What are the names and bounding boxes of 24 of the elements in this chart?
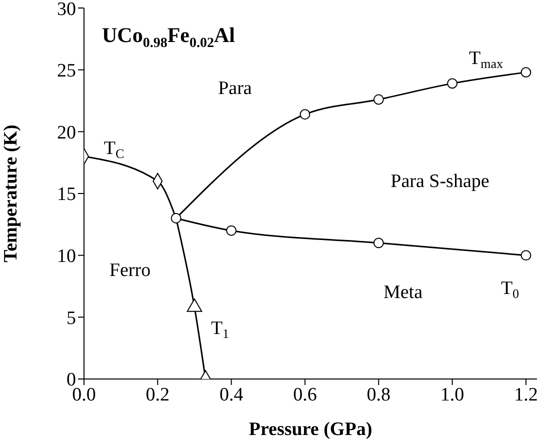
annotation: T$_{max}$	[469, 48, 504, 71]
y-tick-label: 10	[57, 246, 76, 268]
x-tick-label: 1.0	[440, 384, 464, 406]
y-tick-label: 20	[57, 122, 76, 144]
x-tick-label: 0.4	[219, 384, 244, 406]
text: UCo$_{0.98}$Fe$_{0.02}$Al	[102, 23, 236, 51]
y-tick-label: 25	[57, 60, 76, 82]
x-tick-label: 0.6	[293, 384, 317, 406]
x-axis-title: Pressure (GPa)	[248, 419, 372, 440]
annotation: T$_{C}$	[104, 138, 124, 161]
x-tick-label: 1.2	[514, 384, 538, 406]
x-tick-label: 0.2	[146, 384, 170, 406]
annotation: Para S-shape	[390, 171, 490, 192]
y-tick-label: 30	[57, 0, 76, 20]
annotation: T$_{1}$	[210, 318, 230, 341]
annotation: Para	[218, 78, 252, 100]
x-tick-label: 0.0	[72, 384, 96, 406]
y-tick-label: 15	[57, 184, 76, 206]
y-axis-title: Temperature (K)	[0, 124, 22, 262]
y-tick-label: 5	[66, 308, 76, 329]
annotation: T$_{0}$	[500, 278, 520, 301]
x-tick-label: 0.8	[366, 384, 391, 406]
annotation: Meta	[383, 282, 424, 304]
annotation: Ferro	[109, 260, 151, 282]
